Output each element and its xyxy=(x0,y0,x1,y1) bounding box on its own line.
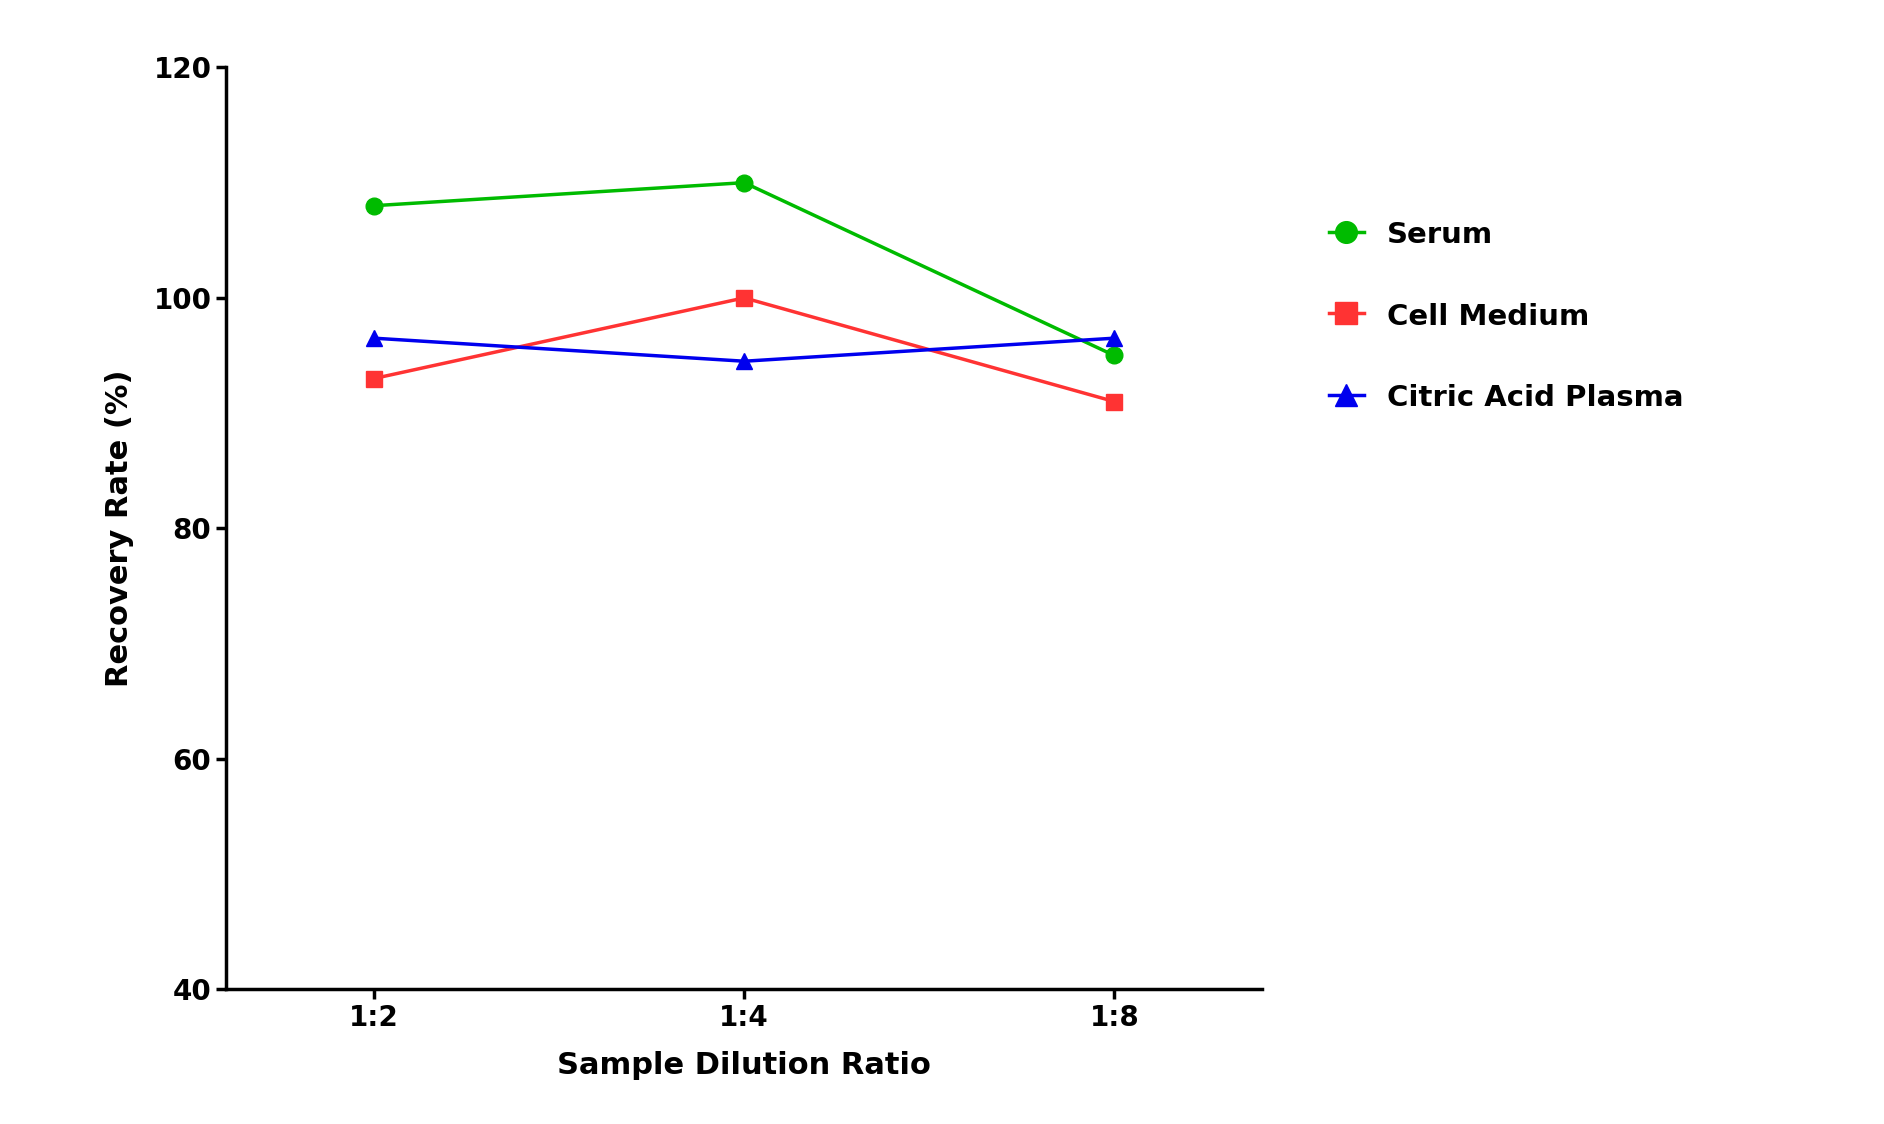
Citric Acid Plasma xyxy=(733,354,755,368)
Cell Medium xyxy=(364,372,386,386)
Line: Citric Acid Plasma: Citric Acid Plasma xyxy=(365,329,1123,370)
Legend: Serum, Cell Medium, Citric Acid Plasma: Serum, Cell Medium, Citric Acid Plasma xyxy=(1328,220,1684,413)
Serum xyxy=(1102,348,1125,362)
Serum xyxy=(364,199,386,212)
Y-axis label: Recovery Rate (%): Recovery Rate (%) xyxy=(106,370,134,687)
Serum xyxy=(733,175,755,189)
Line: Cell Medium: Cell Medium xyxy=(365,290,1123,410)
Cell Medium xyxy=(733,291,755,305)
Citric Acid Plasma xyxy=(364,332,386,345)
Citric Acid Plasma xyxy=(1102,332,1125,345)
Line: Serum: Serum xyxy=(365,174,1123,364)
Cell Medium xyxy=(1102,395,1125,408)
X-axis label: Sample Dilution Ratio: Sample Dilution Ratio xyxy=(558,1051,931,1080)
